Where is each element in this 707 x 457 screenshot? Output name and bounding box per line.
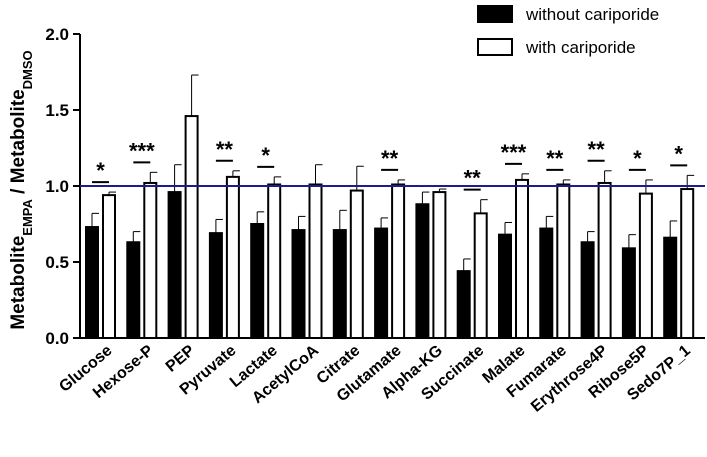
bar-with-cariporide bbox=[184, 115, 199, 339]
bar-without-cariporide bbox=[621, 247, 636, 340]
significance-label: ** bbox=[588, 137, 606, 162]
y-label-part: / Metabolite bbox=[8, 89, 29, 199]
bar-with-cariporide bbox=[680, 188, 695, 339]
legend-swatch bbox=[477, 38, 513, 56]
legend: without cariporide with cariporide bbox=[477, 5, 659, 57]
bar-without-cariporide bbox=[167, 191, 182, 339]
bar-without-cariporide bbox=[580, 241, 595, 340]
y-axis-ticks: 0.0 0.5 1.0 1.5 2.0 bbox=[45, 25, 80, 348]
significance-label: * bbox=[96, 158, 105, 183]
y-label-subscript: DMSO bbox=[20, 50, 35, 89]
y-tick-label: 0.0 bbox=[45, 329, 69, 348]
significance-label: ** bbox=[464, 166, 482, 191]
bar-without-cariporide bbox=[126, 241, 141, 340]
y-label-part: Metabolite bbox=[8, 236, 29, 330]
bar-with-cariporide bbox=[556, 183, 571, 339]
bar-without-cariporide bbox=[208, 232, 223, 339]
bar-without-cariporide bbox=[498, 233, 512, 339]
significance-label: ** bbox=[546, 146, 564, 171]
bar-with-cariporide bbox=[432, 191, 447, 339]
legend-label: without cariporide bbox=[525, 5, 659, 24]
bar-without-cariporide bbox=[374, 227, 389, 339]
bar-without-cariporide bbox=[332, 229, 347, 339]
y-tick-label: 2.0 bbox=[45, 25, 69, 44]
legend-swatch bbox=[477, 5, 513, 23]
significance-label: * bbox=[261, 143, 270, 168]
bar-with-cariporide bbox=[515, 178, 529, 339]
y-axis-label: MetaboliteEMPA / MetaboliteDMSO bbox=[8, 50, 35, 329]
significance-label: * bbox=[674, 141, 683, 166]
bar-without-cariporide bbox=[415, 203, 430, 339]
significance-label: *** bbox=[501, 140, 527, 165]
bar-with-cariporide bbox=[102, 194, 116, 339]
bar-without-cariporide bbox=[250, 223, 265, 339]
bar-without-cariporide bbox=[539, 227, 554, 339]
bar-without-cariporide bbox=[291, 229, 306, 339]
bar-with-cariporide bbox=[267, 183, 282, 339]
significance-label: *** bbox=[129, 138, 155, 163]
y-tick-label: 0.5 bbox=[45, 253, 69, 272]
y-tick-label: 1.5 bbox=[45, 101, 69, 120]
y-label-subscript: EMPA bbox=[20, 199, 35, 236]
significance-label: * bbox=[633, 146, 642, 171]
bar-with-cariporide bbox=[349, 189, 364, 339]
bar-without-cariporide bbox=[85, 226, 99, 339]
bar-with-cariporide bbox=[308, 183, 323, 339]
bar-with-cariporide bbox=[473, 212, 488, 339]
significance-label: ** bbox=[216, 137, 234, 162]
bar-with-cariporide bbox=[391, 183, 406, 339]
legend-label: with cariporide bbox=[525, 38, 636, 57]
bar-with-cariporide bbox=[638, 192, 653, 339]
significance-label: ** bbox=[381, 146, 399, 171]
bar-without-cariporide bbox=[456, 270, 471, 339]
significance-markers: **** ** * ******* ** ** * * bbox=[92, 137, 688, 191]
y-tick-label: 1.0 bbox=[45, 177, 69, 196]
bar-with-cariporide bbox=[597, 181, 612, 339]
y-axis-label-text: MetaboliteEMPA / MetaboliteDMSO bbox=[8, 50, 35, 329]
bar-with-cariporide bbox=[225, 175, 240, 339]
bar-with-cariporide bbox=[143, 181, 158, 339]
bar-without-cariporide bbox=[663, 236, 678, 339]
bars bbox=[85, 74, 695, 340]
